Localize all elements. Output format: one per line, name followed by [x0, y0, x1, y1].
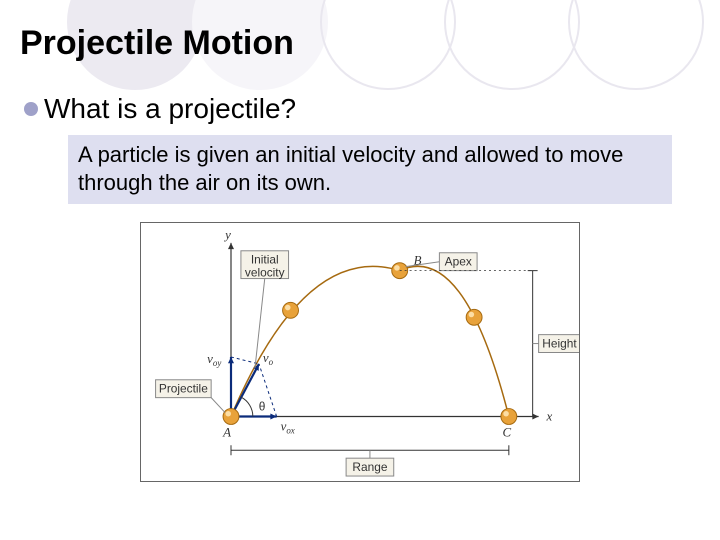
svg-text:C: C	[503, 425, 512, 439]
svg-text:Height: Height	[542, 337, 577, 351]
svg-text:voy: voy	[207, 352, 221, 368]
projectile-diagram: yxθvovoxvoyABCInitialvelocityProjectileA…	[140, 222, 580, 482]
slide-title: Projectile Motion	[20, 24, 700, 63]
svg-text:Apex: Apex	[445, 255, 472, 269]
svg-text:y: y	[223, 228, 231, 242]
svg-text:Projectile: Projectile	[159, 382, 208, 396]
slide-content: Projectile Motion What is a projectile? …	[0, 0, 720, 482]
svg-text:vox: vox	[281, 419, 295, 435]
answer-box: A particle is given an initial velocity …	[68, 135, 672, 204]
question-text: What is a projectile?	[44, 93, 296, 125]
diagram-container: yxθvovoxvoyABCInitialvelocityProjectileA…	[20, 222, 700, 482]
svg-text:Range: Range	[352, 460, 387, 474]
svg-text:x: x	[546, 409, 553, 423]
svg-text:vo: vo	[263, 351, 274, 367]
question-row: What is a projectile?	[24, 93, 700, 125]
svg-text:A: A	[222, 425, 231, 439]
bullet-icon	[24, 102, 38, 116]
svg-text:velocity: velocity	[245, 266, 285, 280]
svg-text:Initial: Initial	[251, 253, 279, 267]
svg-text:θ: θ	[259, 400, 266, 414]
